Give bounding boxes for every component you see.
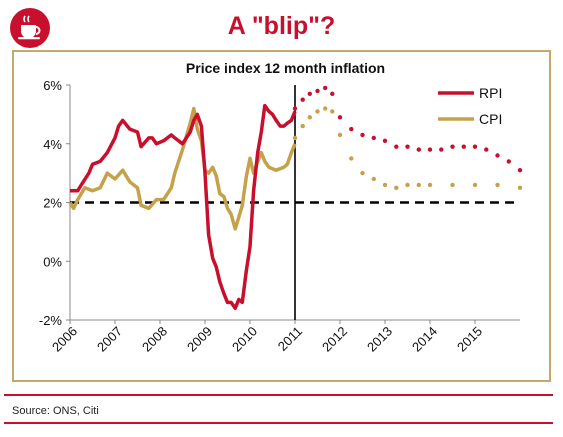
x-tick-label: 2007 — [94, 324, 125, 355]
cpi-forecast-point — [315, 109, 320, 114]
x-tick-label: 2012 — [319, 324, 350, 355]
tea-cup-icon — [10, 8, 50, 48]
cpi-forecast-point — [517, 185, 523, 190]
cpi-forecast-point — [349, 156, 354, 161]
y-tick-label: 0% — [43, 254, 62, 269]
rpi-forecast-point — [439, 147, 444, 152]
cpi-forecast-point — [450, 182, 455, 188]
rpi-forecast-point — [394, 144, 399, 149]
footer-rule-bottom — [4, 422, 553, 424]
rpi-forecast-point — [484, 147, 489, 152]
y-tick-label: 6% — [43, 78, 62, 93]
cpi-forecast-point — [307, 115, 312, 120]
rpi-forecast-point — [349, 126, 354, 132]
chart-panel — [12, 50, 551, 382]
rpi-forecast-point — [300, 97, 305, 102]
chart-title: Price index 12 month inflation — [185, 60, 386, 76]
rpi-forecast-point — [315, 88, 320, 94]
page-title: A "blip"? — [227, 12, 336, 40]
rpi-forecast-point — [292, 106, 298, 111]
x-tick-label: 2015 — [454, 324, 485, 355]
rpi-forecast-point — [517, 168, 523, 173]
rpi-forecast-point — [416, 147, 421, 152]
rpi-forecast-point — [495, 153, 500, 158]
rpi-forecast-point — [382, 138, 388, 143]
cpi-forecast-point — [427, 182, 433, 188]
y-tick-label: 2% — [43, 196, 62, 211]
rpi-forecast-point — [506, 159, 511, 164]
cpi-forecast-point — [337, 132, 343, 138]
rpi-forecast-point — [405, 144, 410, 149]
cpi-forecast-point — [495, 182, 500, 188]
x-tick-label: 2010 — [229, 324, 260, 355]
rpi-forecast-point — [337, 115, 343, 120]
footer-rule-top — [4, 394, 553, 396]
x-tick-label: 2008 — [139, 324, 170, 355]
source-note: Source: ONS, Citi — [12, 405, 99, 417]
x-tick-label: 2011 — [275, 324, 305, 354]
rpi-actual-line — [70, 103, 297, 311]
cpi-forecast-point — [382, 182, 388, 188]
legend-cpi-label: CPI — [479, 111, 502, 127]
x-tick-label: 2006 — [49, 324, 80, 355]
rpi-forecast-point — [472, 144, 478, 149]
x-tick-label: 2009 — [184, 324, 215, 355]
cpi-forecast-point — [330, 109, 335, 114]
cpi-forecast-point — [300, 123, 305, 129]
y-tick-label: -2% — [39, 313, 63, 328]
y-tick-label: 4% — [43, 137, 62, 152]
rpi-forecast-point — [330, 91, 335, 97]
cpi-forecast-point — [472, 182, 478, 188]
rpi-forecast-point — [307, 91, 312, 97]
cpi-forecast-point — [323, 106, 328, 111]
rpi-forecast-point — [360, 132, 365, 138]
x-tick-label: 2013 — [364, 324, 395, 355]
tea-cup-glyph — [18, 15, 41, 40]
cpi-forecast-point — [405, 182, 410, 188]
cpi-forecast-point — [292, 135, 298, 141]
cpi-forecast-point — [416, 182, 421, 188]
rpi-forecast-point — [427, 147, 433, 152]
cpi-forecast-point — [360, 170, 365, 176]
rpi-forecast-point — [371, 135, 376, 141]
x-tick-label: 2014 — [409, 324, 440, 355]
rpi-forecast-point — [323, 85, 328, 91]
rpi-forecast-point — [461, 144, 466, 149]
rpi-forecast-point — [450, 144, 455, 149]
legend-rpi-label: RPI — [479, 85, 502, 101]
cpi-forecast-point — [394, 185, 399, 190]
cpi-forecast-point — [371, 176, 376, 182]
